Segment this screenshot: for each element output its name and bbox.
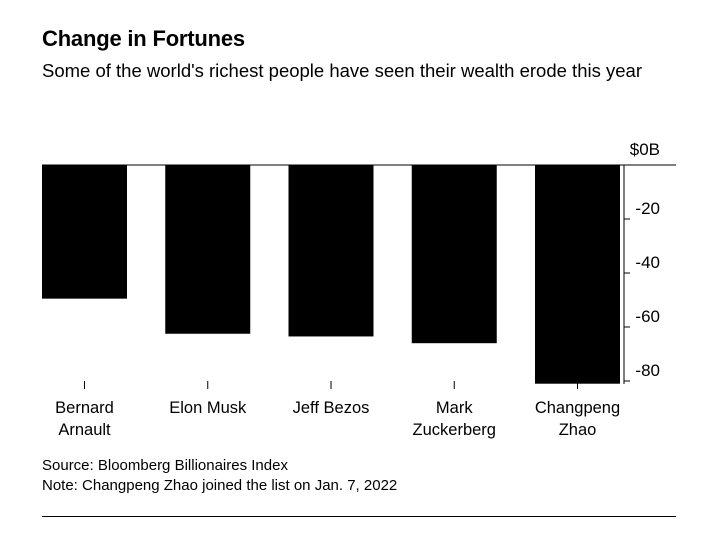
- x-tick-label-line: Mark: [436, 399, 473, 417]
- bar: [288, 165, 374, 337]
- y-tick-label: -60: [635, 307, 660, 326]
- x-tick-label-line: Jeff Bezos: [293, 399, 370, 417]
- y-tick-label: $0B: [630, 140, 660, 159]
- y-tick-label: -80: [635, 361, 660, 380]
- x-tick-label-line: Bernard: [55, 399, 114, 417]
- x-tick-label: Elon Musk: [169, 399, 247, 417]
- chart-title: Change in Fortunes: [42, 26, 245, 51]
- x-tick-label: Jeff Bezos: [293, 399, 370, 417]
- bars: [42, 165, 620, 384]
- bottom-divider: [42, 516, 676, 517]
- x-tick-label: Mark Zuckerberg: [413, 399, 496, 439]
- x-tick-label-line: Zuckerberg: [413, 421, 496, 439]
- source-note: Source: Bloomberg Billionaires Index: [42, 457, 288, 474]
- x-axis: Bernard Arnault Elon Musk Jeff Bezos Mark Zuc…: [55, 381, 620, 439]
- bar: [411, 165, 497, 344]
- bar: [165, 165, 251, 334]
- bar: [535, 165, 620, 384]
- x-tick-label: Bernard Arnault: [55, 399, 114, 439]
- x-tick-label: Changpeng Zhao: [535, 399, 620, 439]
- footnote: Note: Changpeng Zhao joined the list on …: [42, 477, 398, 494]
- bar: [42, 165, 127, 299]
- x-tick-label-line: Zhao: [559, 421, 597, 439]
- chart-subtitle: Some of the world's richest people have …: [42, 60, 642, 81]
- y-tick-label: -40: [635, 253, 660, 272]
- y-tick-label: -20: [635, 199, 660, 218]
- x-tick-label-line: Changpeng: [535, 399, 620, 417]
- x-tick-label-line: Arnault: [58, 421, 111, 439]
- x-tick-label-line: Elon Musk: [169, 399, 247, 417]
